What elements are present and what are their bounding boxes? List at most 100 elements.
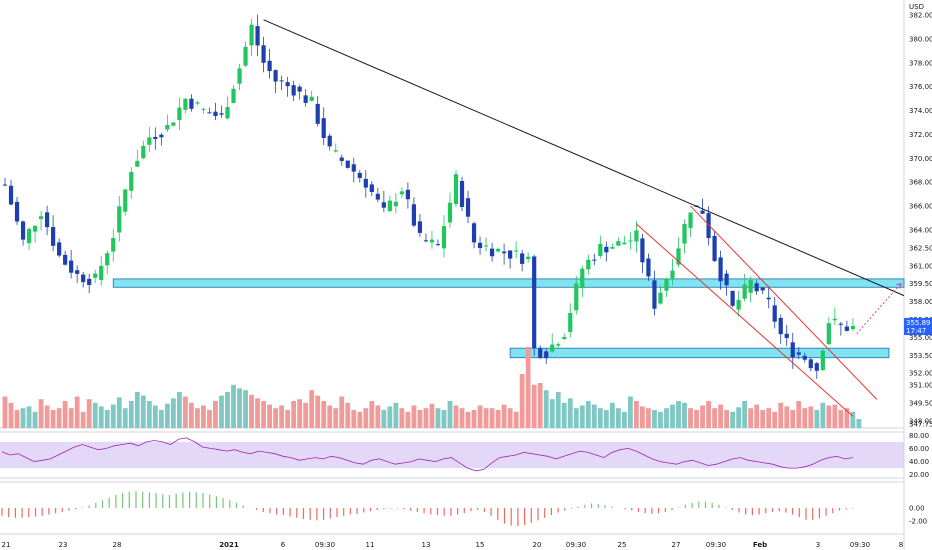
candle-body — [393, 201, 398, 207]
macd-tick-label: -2.00 — [909, 518, 927, 526]
volume-bar — [778, 402, 784, 428]
volume-bar — [519, 374, 525, 428]
candle-body — [201, 108, 206, 110]
candle-body — [255, 26, 260, 46]
volume-bar — [814, 410, 820, 428]
price-tick-label: 349.50 — [909, 400, 932, 408]
volume-bar — [477, 405, 483, 428]
candle-body — [429, 239, 435, 243]
candle-body — [267, 60, 272, 72]
price-tag-value: 355.89 — [906, 319, 931, 327]
candle-body — [375, 193, 380, 200]
candle-body — [502, 251, 507, 254]
volume-bar — [128, 401, 134, 428]
candle-body — [69, 260, 74, 273]
volume-bar — [68, 408, 74, 428]
volume-bar — [357, 411, 363, 428]
time-tick-label: 8 — [899, 541, 903, 549]
volume-bar — [375, 405, 381, 428]
candle-body — [604, 246, 609, 253]
candle-body — [724, 273, 729, 286]
candle-body — [273, 70, 278, 82]
time-tick-label: 2021 — [219, 541, 239, 549]
volume-bar — [646, 408, 651, 428]
time-tick-label: 6 — [281, 541, 286, 549]
volume-bar — [670, 404, 675, 428]
volume-bar — [146, 401, 152, 428]
candle-body — [2, 184, 8, 186]
time-tick-label: 25 — [618, 541, 627, 549]
candle-body — [333, 150, 338, 152]
volume-bar — [742, 401, 748, 428]
volume-bar — [700, 405, 705, 428]
price-tick-label: 358.00 — [909, 298, 932, 306]
volume-bar — [621, 411, 627, 428]
volume-bar — [435, 408, 441, 428]
volume-bar — [327, 405, 333, 428]
candle-body — [850, 325, 855, 330]
candle-body — [351, 164, 356, 172]
candle-body — [652, 280, 657, 309]
candle-body — [664, 278, 669, 291]
candle-body — [544, 351, 549, 359]
candle-body — [225, 107, 230, 119]
volume-bar — [537, 383, 543, 428]
arrow-head-icon — [895, 283, 902, 289]
volume-bar — [393, 402, 399, 428]
candle-body — [520, 253, 525, 264]
volume-bar — [38, 399, 44, 428]
volume-bar — [249, 394, 254, 428]
volume-bar — [465, 411, 471, 428]
candle-body — [363, 178, 368, 188]
volume-bar — [158, 410, 164, 428]
volume-bar — [652, 410, 657, 428]
candlesticks — [2, 14, 855, 379]
volume-bar — [8, 402, 14, 428]
volume-bar — [736, 407, 742, 428]
candle-body — [93, 273, 98, 278]
volume-bar — [603, 410, 609, 428]
volume-bar — [609, 402, 615, 428]
volume-bar — [74, 396, 80, 428]
candle-body — [339, 157, 344, 161]
price-tag: 355.89 17:47 — [904, 318, 932, 335]
candle-body — [297, 86, 302, 92]
time-tick-label: 09:30 — [566, 541, 586, 549]
candle-body — [117, 206, 122, 233]
candle-body — [447, 202, 453, 223]
volume-bar — [339, 396, 345, 428]
volume-bar — [297, 399, 303, 428]
candle-body — [81, 274, 86, 283]
candle-body — [249, 24, 254, 46]
time-tick-label: 11 — [366, 541, 375, 549]
candle-body — [826, 323, 831, 345]
candle-body — [489, 248, 495, 257]
volume-bar — [255, 398, 260, 428]
volume-bar — [207, 410, 212, 428]
volume-bar — [688, 408, 693, 428]
candle-body — [465, 198, 471, 217]
candle-body — [32, 225, 38, 232]
candle-body — [369, 184, 374, 193]
price-tick-label: 361.00 — [909, 262, 932, 270]
currency-label: USD — [909, 3, 924, 11]
volume-bar — [531, 384, 537, 428]
volume-bar — [585, 401, 591, 428]
rsi-tick-label: 40.00 — [909, 458, 929, 466]
volume-bar — [189, 402, 194, 428]
candle-body — [748, 279, 753, 293]
volume-bar — [20, 408, 26, 428]
candle-body — [784, 333, 789, 338]
candle-body — [562, 337, 567, 340]
candle-body — [778, 318, 783, 335]
candle-body — [357, 172, 362, 178]
volume-bar — [832, 404, 838, 428]
volume-bar — [802, 408, 808, 428]
volume-bar — [694, 410, 699, 428]
volume-bar — [14, 410, 20, 428]
candle-body — [111, 238, 116, 252]
candle-body — [38, 216, 44, 219]
candle-body — [640, 238, 645, 263]
